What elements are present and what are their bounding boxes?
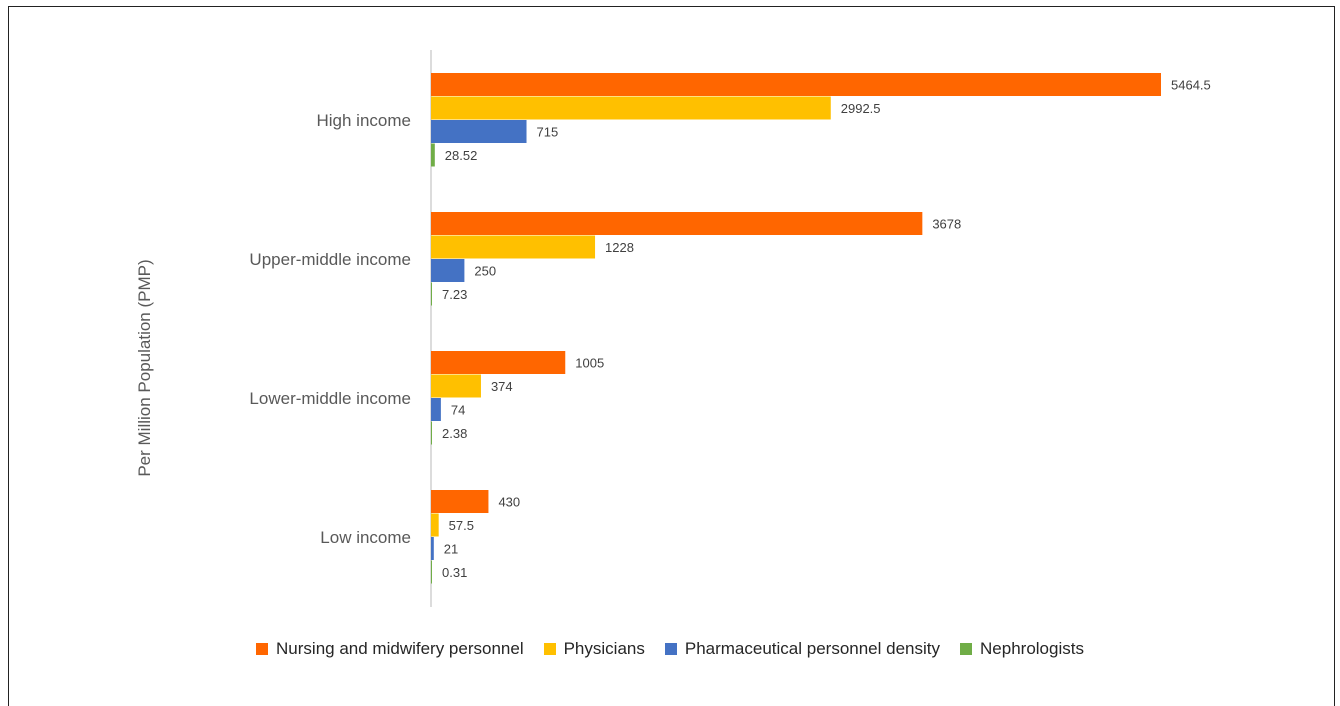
category-label: Lower-middle income	[249, 389, 411, 408]
legend-item-nursing: Nursing and midwifery personnel	[256, 639, 524, 659]
data-label: 374	[491, 379, 513, 394]
data-label: 7.23	[442, 287, 467, 302]
data-label: 250	[474, 264, 496, 279]
category-label: High income	[317, 111, 412, 130]
bar	[431, 560, 432, 584]
bar	[431, 351, 566, 374]
bar	[431, 282, 432, 306]
data-label: 430	[498, 495, 520, 510]
data-label: 2.38	[442, 426, 467, 441]
chart-frame	[8, 6, 1335, 706]
legend-item-nephrologists: Nephrologists	[960, 639, 1084, 659]
category-label: Low income	[320, 528, 411, 547]
data-label: 3678	[932, 217, 961, 232]
category-label: Upper-middle income	[249, 250, 411, 269]
legend-label: Nursing and midwifery personnel	[276, 639, 524, 658]
data-label: 715	[537, 125, 559, 140]
legend-label: Pharmaceutical personnel density	[684, 639, 941, 658]
bar	[431, 513, 439, 537]
data-label: 28.52	[445, 148, 478, 163]
data-label: 0.31	[442, 565, 467, 580]
bar	[431, 398, 441, 421]
bar	[431, 421, 432, 445]
legend: Nursing and midwifery personnel Physicia…	[0, 637, 1340, 661]
legend-label: Physicians	[563, 639, 645, 658]
bar	[431, 73, 1161, 96]
data-label: 21	[444, 542, 458, 557]
bar	[431, 120, 527, 143]
bar	[431, 537, 434, 560]
legend-label: Nephrologists	[980, 639, 1084, 658]
legend-item-pharmaceutical: Pharmaceutical personnel density	[664, 639, 941, 659]
data-label: 57.5	[449, 518, 474, 533]
legend-item-physicians: Physicians	[543, 639, 645, 659]
data-label: 2992.5	[841, 101, 881, 116]
data-label: 5464.5	[1171, 78, 1211, 93]
bar	[431, 235, 596, 259]
data-label: 74	[451, 403, 465, 418]
data-label: 1228	[605, 240, 634, 255]
data-label: 1005	[575, 356, 604, 371]
bar	[431, 490, 489, 513]
legend-swatch	[256, 643, 269, 655]
bar	[431, 212, 923, 235]
bar	[431, 143, 435, 167]
bar	[431, 374, 481, 398]
bar	[431, 96, 831, 120]
bar	[431, 259, 465, 282]
legend-swatch	[543, 643, 556, 655]
legend-swatch	[664, 643, 677, 655]
y-axis-label: Per Million Population (PMP)	[135, 259, 154, 477]
legend-swatch	[960, 643, 973, 655]
